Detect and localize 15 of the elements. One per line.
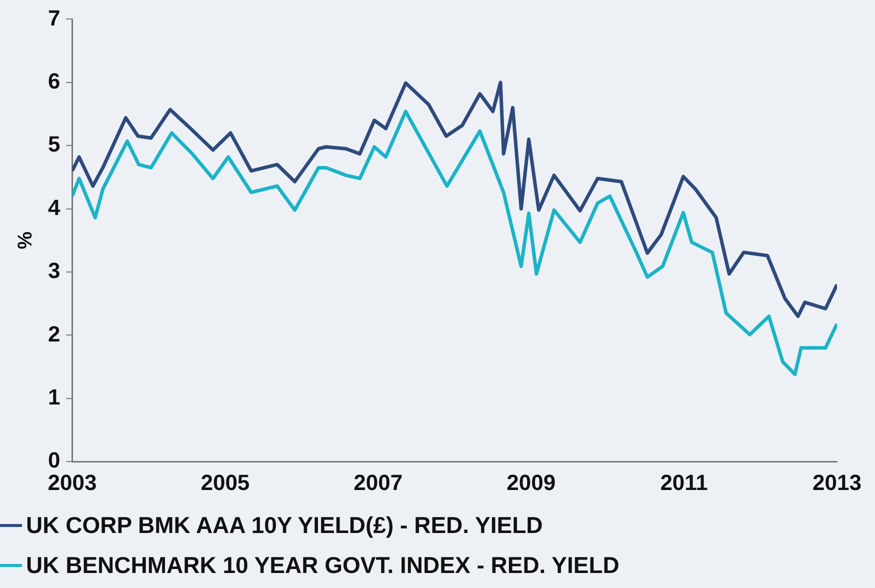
y-tick-label: 2 — [48, 321, 60, 346]
legend-label: UK CORP BMK AAA 10Y YIELD(£) - RED. YIELD — [26, 512, 543, 538]
x-tick-label: 2013 — [812, 470, 862, 495]
y-axis-title: % — [14, 231, 37, 250]
y-tick-label: 3 — [48, 258, 60, 284]
x-tick-label: 2009 — [506, 470, 556, 495]
y-tick-label: 5 — [48, 132, 60, 157]
y-tick-label: 6 — [48, 68, 60, 94]
y-tick-label: 1 — [48, 384, 60, 410]
x-tick-label: 2005 — [200, 470, 250, 495]
y-tick-label: 7 — [48, 5, 60, 30]
legend-label: UK BENCHMARK 10 YEAR GOVT. INDEX - RED. YIELD — [26, 552, 620, 578]
y-tick-label: 4 — [48, 194, 61, 220]
x-tick-label: 2007 — [354, 470, 403, 495]
x-tick-label: 2011 — [660, 470, 708, 495]
